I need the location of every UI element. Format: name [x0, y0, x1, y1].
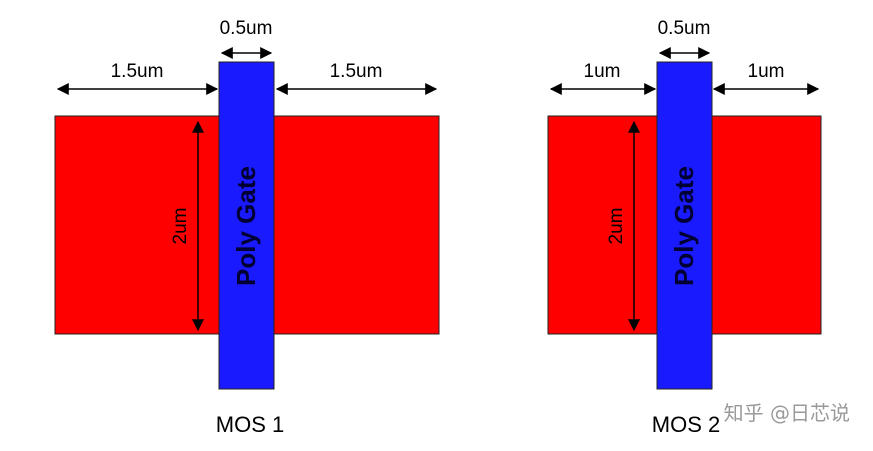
mos1-left-extension-label: 1.5um	[111, 61, 164, 82]
mos2-left-extension-label: 1um	[584, 61, 621, 82]
mos2-caption: MOS 2	[652, 412, 720, 437]
mos1-gate-width-label: 0.5um	[220, 18, 273, 39]
mos1-right-extension-label: 1.5um	[330, 61, 383, 82]
mos2-height-label: 2um	[606, 208, 627, 245]
mos1-diagram: 2um Poly Gate 0.5um 1.5um 1.5um MOS 1	[54, 18, 440, 437]
mos1-poly-gate-label: Poly Gate	[231, 166, 261, 286]
mos2-right-extension-label: 1um	[748, 61, 785, 82]
watermark: 知乎 @日芯说	[724, 401, 850, 425]
mos2-gate-width-label: 0.5um	[658, 18, 711, 39]
mos2-diagram: 2um Poly Gate 0.5um 1um 1um MOS 2	[547, 18, 822, 437]
mos2-poly-gate	[656, 61, 713, 390]
mos2-poly-gate-label: Poly Gate	[669, 166, 699, 286]
mos1-height-label: 2um	[170, 208, 191, 245]
mos1-caption: MOS 1	[216, 412, 284, 437]
mos1-poly-gate	[218, 61, 275, 390]
